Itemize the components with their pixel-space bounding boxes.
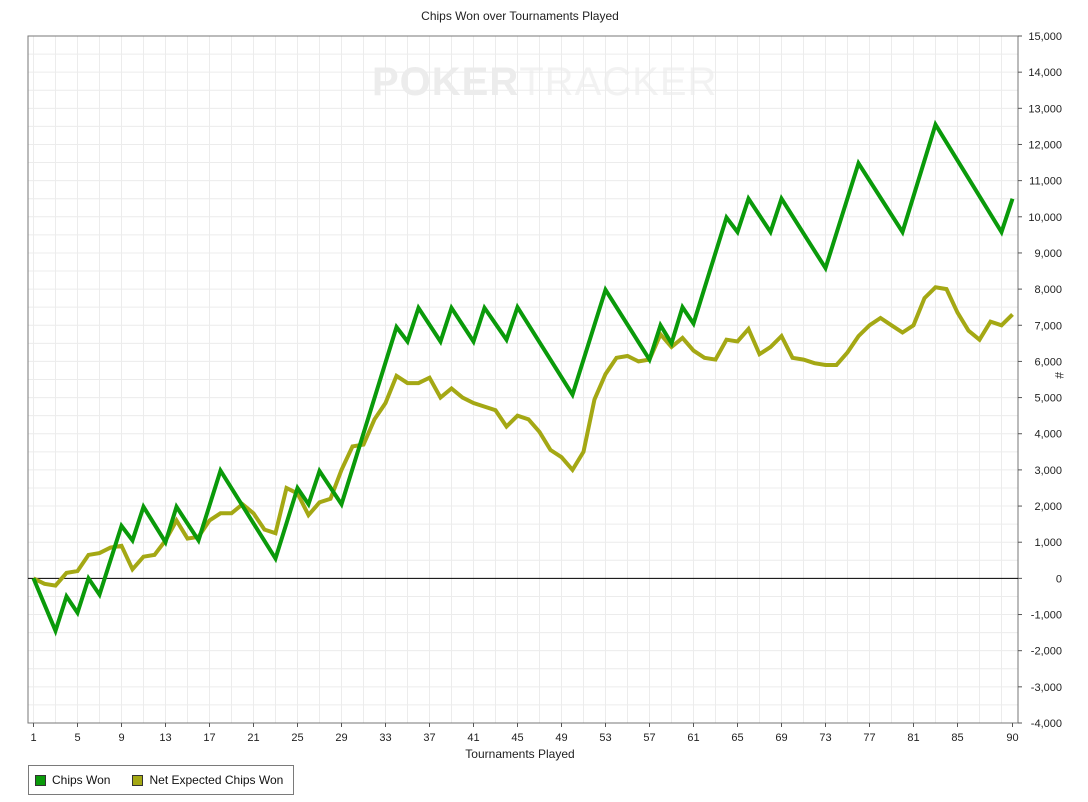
x-tick-label: 21 [247, 732, 259, 744]
series-line-chips-won [31, 119, 1015, 637]
y-tick-label: 10,000 [1028, 212, 1062, 224]
legend-swatch-chips-won [35, 774, 46, 786]
x-tick-label: 49 [555, 732, 567, 744]
watermark-light: TRACKER [519, 60, 718, 104]
x-tick-label: 45 [511, 732, 523, 744]
x-tick-label: 73 [819, 732, 831, 744]
x-tick-label: 37 [423, 732, 435, 744]
x-tick-label: 57 [643, 732, 655, 744]
x-axis-label: Tournaments Played [465, 747, 575, 761]
plot-frame [27, 35, 1019, 724]
legend-label-chips-won: Chips Won [52, 773, 111, 787]
y-tick-label: 14,000 [1028, 67, 1062, 79]
legend-item-chips-won: Chips Won [35, 773, 110, 787]
x-axis-ticks: 1 5 9 13 17 21 25 29 33 37 41 45 49 53 57 61 65 69 73 77 81 8… [30, 723, 1019, 744]
y-tick-label: 9,000 [1034, 248, 1062, 260]
grid-lines [28, 35, 1018, 724]
x-tick-label: 1 [30, 732, 36, 744]
y-tick-label: 0 [1056, 573, 1062, 585]
y-tick-label: 1,000 [1034, 537, 1062, 549]
x-tick-label: 17 [203, 732, 215, 744]
legend-swatch-net-expected [132, 774, 144, 786]
legend: Chips Won Net Expected Chips Won [28, 765, 295, 795]
x-tick-label: 5 [74, 732, 80, 744]
y-tick-label: -4,000 [1031, 718, 1062, 730]
series-line-net-expected [32, 285, 1014, 588]
y-axis-ticks: -4,000 -3,000 -2,000 -1,000 0 1,000 2,000 3,000… [1018, 31, 1062, 730]
x-tick-label: 65 [731, 732, 743, 744]
x-tick-label: 13 [159, 732, 171, 744]
y-tick-label: 13,000 [1028, 103, 1062, 115]
y-tick-label: 12,000 [1028, 139, 1062, 151]
x-tick-label: 33 [379, 732, 391, 744]
y-tick-label: 4,000 [1034, 429, 1062, 441]
x-tick-label: 61 [687, 732, 699, 744]
y-tick-label: -3,000 [1031, 682, 1062, 694]
pokertracker-watermark: POKERTRACKER [372, 60, 717, 105]
x-tick-label: 25 [291, 732, 303, 744]
x-tick-label: 29 [335, 732, 347, 744]
y-tick-label: 5,000 [1034, 393, 1062, 405]
y-tick-label: 3,000 [1034, 465, 1062, 477]
y-tick-label: 7,000 [1034, 320, 1062, 332]
x-tick-label: 77 [863, 732, 875, 744]
x-tick-label: 81 [907, 732, 919, 744]
chart-title: Chips Won over Tournaments Played [421, 9, 619, 23]
x-tick-label: 69 [775, 732, 787, 744]
x-tick-label: 53 [599, 732, 611, 744]
y-tick-label: 15,000 [1028, 31, 1062, 43]
legend-label-net-expected: Net Expected Chips Won [149, 773, 284, 787]
y-tick-label: 2,000 [1034, 501, 1062, 513]
x-tick-label: 90 [1006, 732, 1018, 744]
y-tick-label: -2,000 [1031, 646, 1062, 658]
watermark-strong: POKER [372, 60, 520, 104]
y-tick-label: 8,000 [1034, 284, 1062, 296]
y-tick-label: -1,000 [1031, 610, 1062, 622]
y-axis-label: # [1052, 372, 1066, 379]
x-tick-label: 85 [951, 732, 963, 744]
x-tick-label: 41 [467, 732, 479, 744]
y-tick-label: 6,000 [1034, 356, 1062, 368]
y-tick-label: 11,000 [1029, 176, 1062, 188]
legend-item-net-expected: Net Expected Chips Won [132, 773, 283, 787]
x-tick-label: 9 [118, 732, 124, 744]
series-lines [31, 119, 1015, 637]
